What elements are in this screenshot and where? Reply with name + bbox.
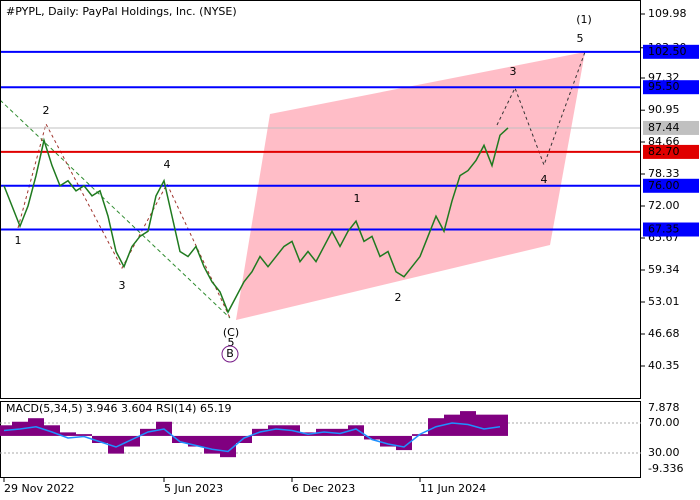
level-label-box [643, 120, 699, 135]
macd-bar [348, 425, 364, 436]
wave-label: 5 [577, 32, 584, 45]
wave-label: 2 [395, 291, 402, 304]
wave-label: 3 [119, 279, 126, 292]
main-panel [0, 50, 641, 314]
y-tick-label: 59.34 [648, 263, 680, 276]
wave-label: 4 [164, 158, 171, 171]
y-tick-label: 90.95 [648, 103, 680, 116]
wave-label: B [226, 347, 234, 360]
macd-bar [236, 435, 252, 444]
rsi-tick-label: 70.00 [648, 416, 680, 429]
trend-dash [0, 99, 231, 319]
wave-label: 2 [43, 104, 50, 117]
y-tick-label: 78.33 [648, 167, 680, 180]
x-tick-label: 5 Jun 2023 [164, 482, 223, 495]
macd-bar [476, 414, 492, 436]
macd-bar [60, 432, 76, 436]
level-label-box [643, 178, 699, 193]
level-label: 102.50 [648, 45, 687, 58]
level-label-box [643, 144, 699, 159]
y-tick-label: 109.98 [648, 7, 687, 20]
macd-bar [124, 435, 140, 447]
x-tick-label: 6 Dec 2023 [292, 482, 355, 495]
macd-bar [92, 435, 108, 444]
wave-label: 3 [510, 65, 517, 78]
level-label-box [643, 80, 699, 95]
wave-label: 1 [354, 192, 361, 205]
macd-tick-label: 7.878 [648, 401, 680, 414]
macd-bar [364, 435, 380, 440]
rsi-line [3, 422, 501, 453]
macd-bar [44, 425, 60, 436]
macd-bar [188, 435, 204, 447]
macd-tick-label: -9.336 [648, 462, 683, 475]
wave-label: (1) [576, 13, 592, 26]
macd-bar [172, 435, 188, 444]
level-label-box [643, 222, 699, 237]
y-tick-label: 72.00 [648, 199, 680, 212]
macd-bar [76, 434, 92, 436]
macd-bar [492, 414, 508, 436]
level-label: 76.00 [648, 179, 680, 192]
projection [496, 51, 586, 167]
macd-bar [332, 428, 348, 436]
wave-label: 4 [541, 173, 548, 186]
macd-bar [380, 435, 396, 447]
macd-bar [108, 435, 124, 454]
y-tick-label: 53.01 [648, 295, 680, 308]
indicator-title: MACD(5,34,5) 3.946 3.604 RSI(14) 65.19 [6, 402, 231, 415]
macd-bar [268, 425, 284, 436]
macd-bar [220, 435, 236, 458]
wave-circle [221, 345, 239, 363]
x-tick-label: 29 Nov 2022 [4, 482, 74, 495]
y-tick-label: 46.68 [648, 327, 680, 340]
wave-label: 5 [228, 336, 235, 349]
y-tick-label: 40.35 [648, 359, 680, 372]
chart-title: #PYPL, Daily: PayPal Holdings, Inc. (NYS… [6, 5, 237, 18]
macd-bar [204, 435, 220, 454]
rsi-tick-label: 30.00 [648, 446, 680, 459]
main-frame [0, 0, 641, 399]
level-label: 95.50 [648, 80, 680, 93]
y-tick-label: 84.66 [648, 135, 680, 148]
x-tick-label: 11 Jun 2024 [420, 482, 486, 495]
price-line [3, 127, 509, 314]
level-label: 82.70 [648, 145, 680, 158]
macd-bar [460, 411, 476, 436]
wave-label: 1 [15, 234, 22, 247]
wave-label: (C) [223, 326, 239, 339]
indicator-frame [0, 401, 641, 478]
level-label: 87.44 [648, 121, 680, 134]
macd-bar [444, 414, 460, 436]
level-label-box [643, 44, 699, 59]
level-label: 67.35 [648, 223, 680, 236]
